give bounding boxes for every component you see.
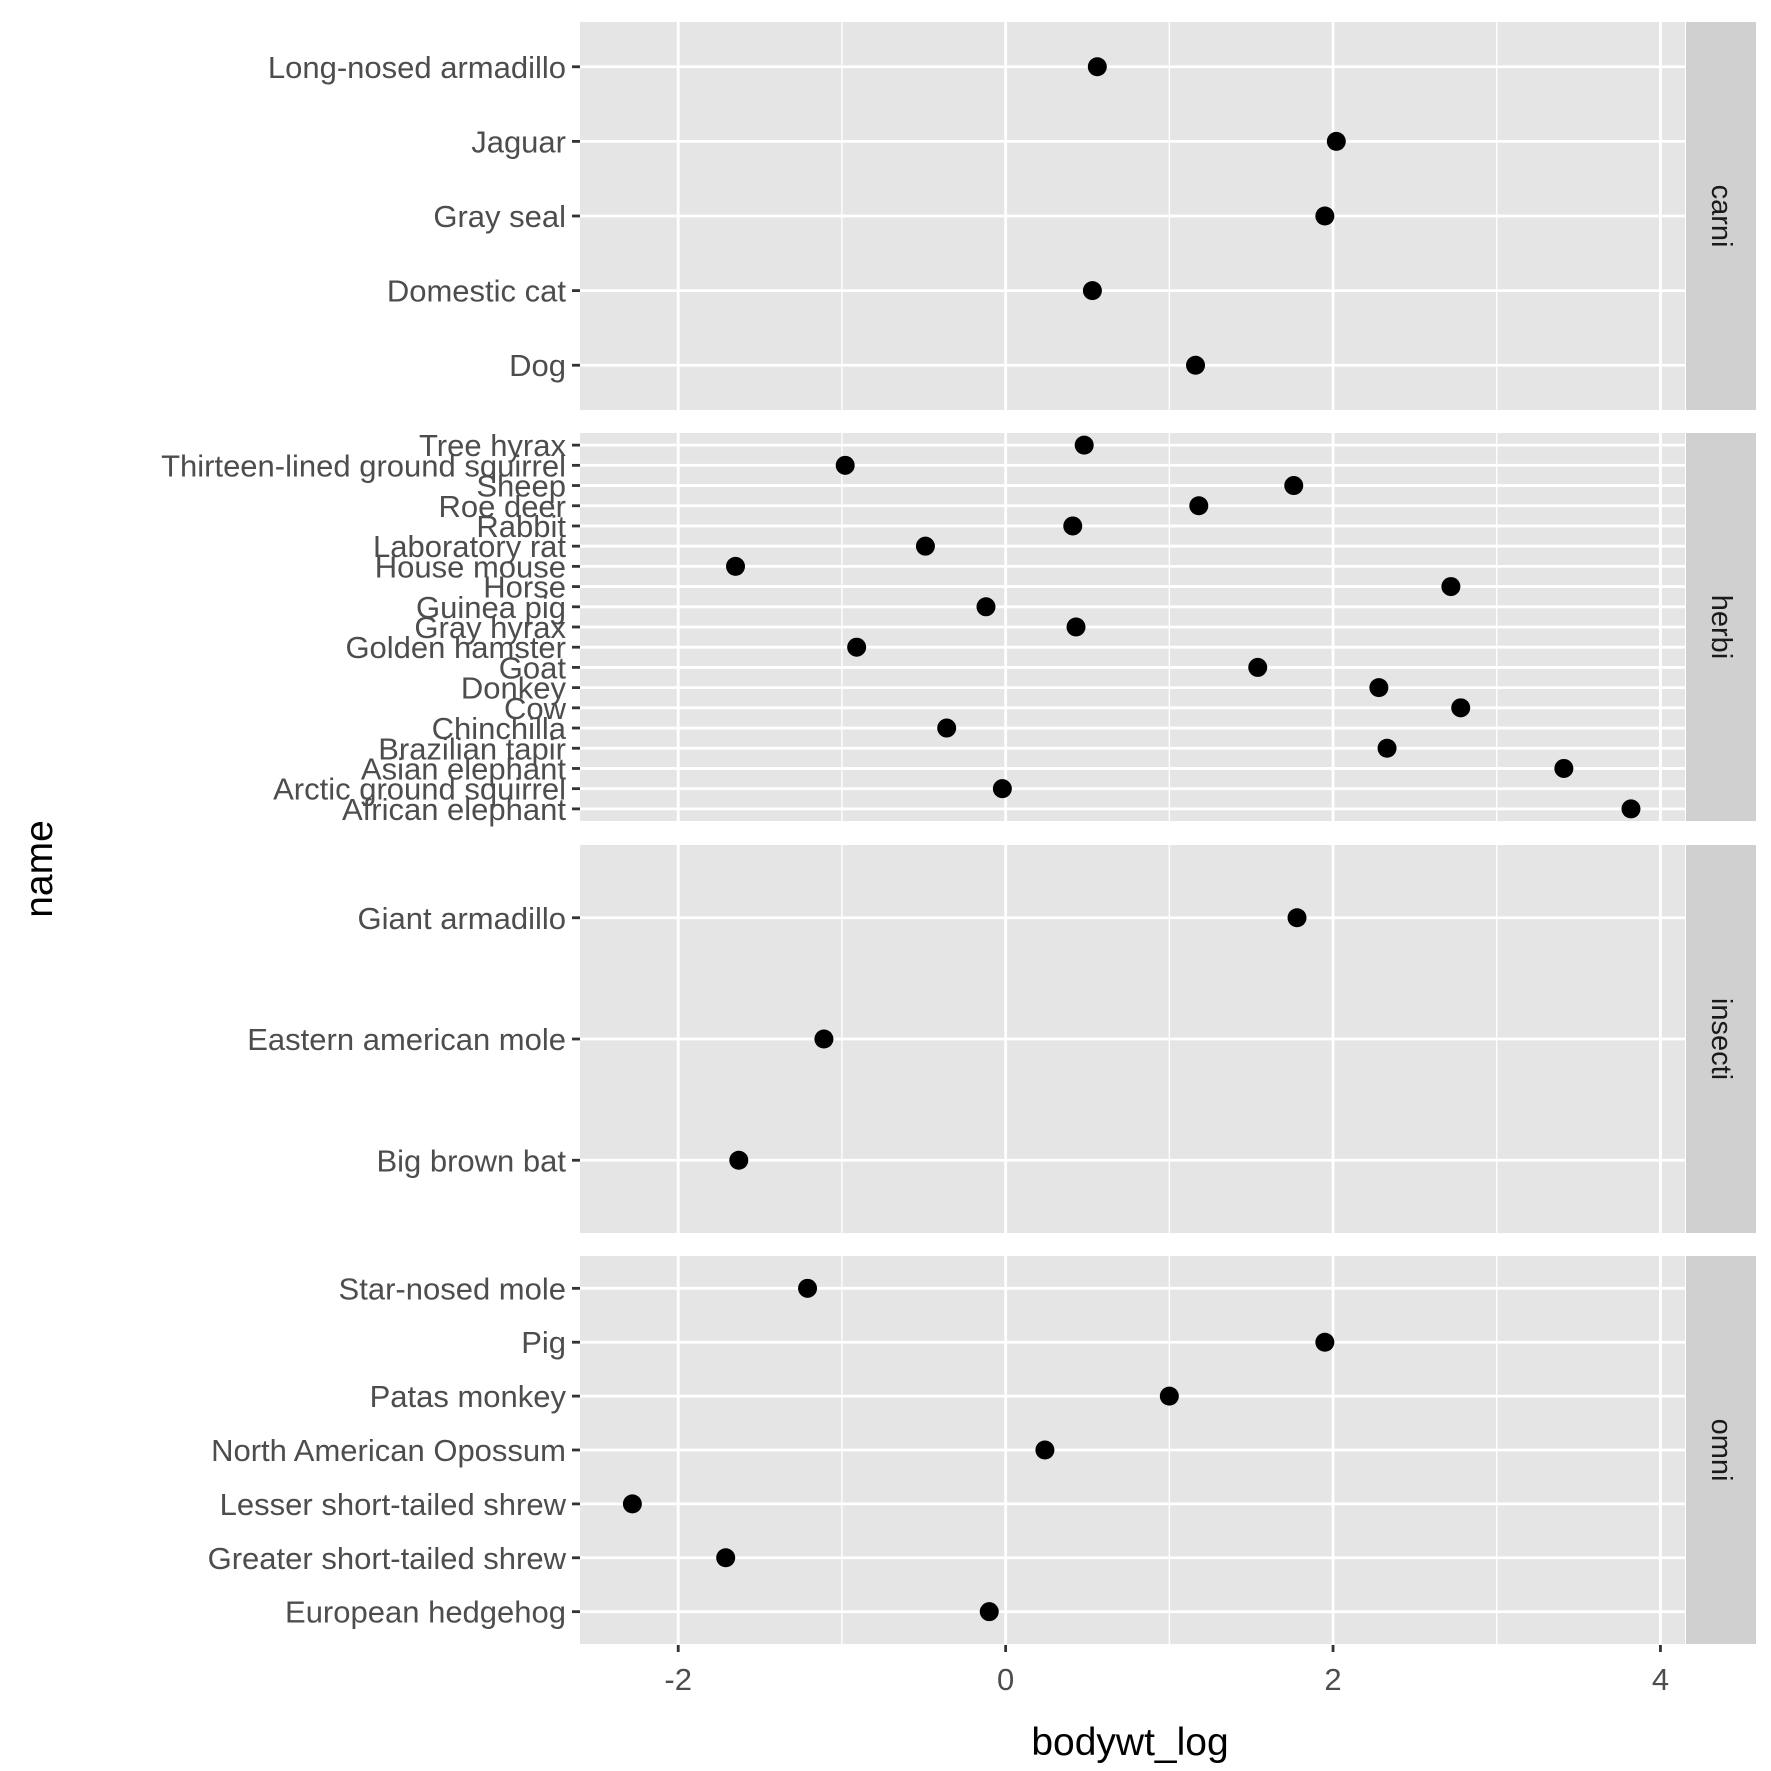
- strip-label: carni: [1705, 185, 1737, 248]
- data-point: [1451, 698, 1471, 718]
- data-point: [1287, 908, 1307, 928]
- y-tick-label: Greater short-tailed shrew: [208, 1541, 567, 1576]
- data-point: [1082, 281, 1102, 301]
- strip-background: [1686, 22, 1756, 410]
- data-point: [1315, 1332, 1335, 1352]
- strip-background: [1686, 1256, 1756, 1644]
- x-axis-title: bodywt_log: [1031, 1721, 1228, 1764]
- data-point: [1074, 435, 1094, 455]
- data-point: [814, 1029, 834, 1049]
- data-point: [1326, 131, 1346, 151]
- x-tick-label: 0: [997, 1662, 1014, 1697]
- strip-label: insecti: [1705, 998, 1737, 1080]
- y-tick-label: Giant armadillo: [358, 901, 566, 936]
- y-tick-label: House mouse: [375, 549, 566, 584]
- x-tick-label: -2: [664, 1662, 692, 1697]
- data-point: [1621, 799, 1641, 819]
- y-tick-label: African elephant: [342, 792, 566, 827]
- y-tick-label: Dog: [509, 348, 566, 383]
- data-point: [1441, 577, 1461, 597]
- data-point: [622, 1494, 642, 1514]
- y-tick-label: Guinea pig: [416, 590, 566, 625]
- y-tick-label: Asian elephant: [361, 751, 566, 786]
- data-point: [835, 455, 855, 475]
- y-tick-label: Long-nosed armadillo: [268, 50, 566, 85]
- data-point: [1248, 657, 1268, 677]
- data-point: [729, 1150, 749, 1170]
- y-tick-label: Sheep: [476, 469, 566, 504]
- y-tick-label: European hedgehog: [285, 1595, 566, 1630]
- y-tick-label: Arctic ground squirrel: [273, 772, 566, 807]
- data-point: [847, 637, 867, 657]
- strip-label: omni: [1705, 1419, 1737, 1482]
- strip-label: herbi: [1705, 595, 1737, 660]
- data-point: [716, 1548, 736, 1568]
- y-tick-label: Brazilian tapir: [378, 731, 566, 766]
- y-tick-label: Star-nosed mole: [339, 1271, 566, 1306]
- y-tick-label: Goat: [499, 650, 567, 685]
- y-tick-label: Gray hyrax: [414, 610, 566, 645]
- panels-layer: Dog Domestic cat Gray seal Jaguar Long-nosed…: [161, 22, 1756, 1644]
- y-axis-title: name: [18, 820, 61, 918]
- y-tick-label: Cow: [504, 691, 567, 726]
- x-tick-label: 2: [1324, 1662, 1341, 1697]
- y-tick-label: Gray seal: [433, 199, 566, 234]
- data-point: [1369, 678, 1389, 698]
- data-point: [915, 536, 935, 556]
- y-tick-label: North American Opossum: [211, 1433, 566, 1468]
- data-point: [798, 1278, 818, 1298]
- data-point: [1035, 1440, 1055, 1460]
- y-tick-label: Rabbit: [476, 509, 566, 544]
- x-axis: -2 0 2 4: [664, 1645, 1669, 1697]
- x-tick-label: 4: [1652, 1662, 1669, 1697]
- data-point: [1189, 496, 1209, 516]
- data-point: [1159, 1386, 1179, 1406]
- data-point: [992, 779, 1012, 799]
- data-point: [1284, 476, 1304, 496]
- data-point: [1063, 516, 1083, 536]
- panel-omni: European hedgehog Greater short-tailed sh…: [208, 1256, 1756, 1644]
- y-tick-label: Chinchilla: [432, 711, 567, 746]
- y-tick-label: Domestic cat: [387, 274, 567, 309]
- y-tick-label: Roe deer: [438, 489, 566, 524]
- data-point: [1554, 758, 1574, 778]
- panel-insecti: Big brown bat Eastern american mole Giant …: [247, 845, 1756, 1233]
- y-tick-label: Thirteen-lined ground squirrel: [161, 448, 566, 483]
- data-point: [1377, 738, 1397, 758]
- strip-background: [1686, 845, 1756, 1233]
- strip-background: [1686, 433, 1756, 821]
- y-tick-label: Big brown bat: [376, 1143, 566, 1178]
- data-point: [1186, 355, 1206, 375]
- y-tick-label: Jaguar: [471, 124, 566, 159]
- y-tick-label: Pig: [521, 1325, 566, 1360]
- data-point: [937, 718, 957, 738]
- data-point: [726, 556, 746, 576]
- data-point: [1087, 57, 1107, 77]
- data-point: [979, 1602, 999, 1622]
- y-tick-label: Golden hamster: [345, 630, 566, 665]
- y-tick-label: Tree hyrax: [419, 428, 567, 463]
- data-point: [976, 597, 996, 617]
- data-point: [1315, 206, 1335, 226]
- y-tick-label: Horse: [483, 570, 566, 605]
- y-tick-label: Patas monkey: [370, 1379, 567, 1414]
- y-tick-label: Donkey: [461, 671, 567, 706]
- y-tick-label: Lesser short-tailed shrew: [220, 1487, 567, 1522]
- y-tick-label: Eastern american mole: [247, 1022, 566, 1057]
- y-tick-label: Laboratory rat: [373, 529, 566, 564]
- panel-carni: Dog Domestic cat Gray seal Jaguar Long-nosed…: [268, 22, 1756, 410]
- data-point: [1066, 617, 1086, 637]
